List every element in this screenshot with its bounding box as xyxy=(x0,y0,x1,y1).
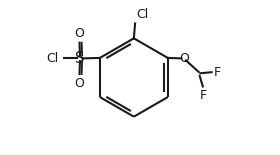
Text: Cl: Cl xyxy=(136,8,148,21)
Text: S: S xyxy=(75,51,85,66)
Text: O: O xyxy=(74,77,85,89)
Text: Cl: Cl xyxy=(46,52,59,65)
Text: O: O xyxy=(74,27,85,40)
Text: O: O xyxy=(179,52,189,65)
Text: F: F xyxy=(200,89,207,102)
Text: F: F xyxy=(213,66,221,79)
